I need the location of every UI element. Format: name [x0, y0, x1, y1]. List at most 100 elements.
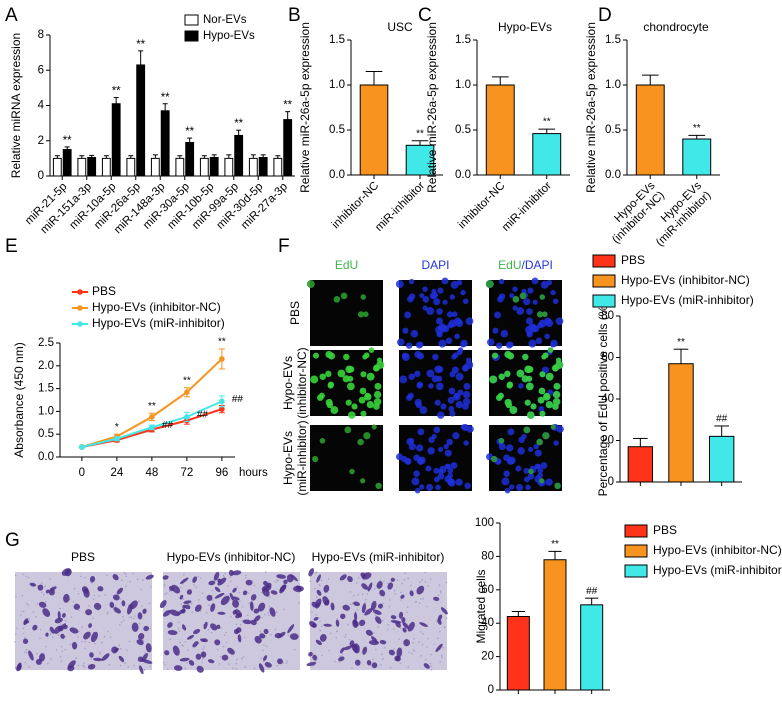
pore [374, 614, 377, 617]
pore [427, 585, 430, 587]
error-bar [411, 140, 429, 146]
edu-nucleus [541, 311, 548, 318]
nucleus [401, 353, 410, 362]
migrated-cell [200, 651, 207, 658]
migrated-cell [342, 604, 351, 611]
nucleus [552, 298, 559, 305]
error-bar [688, 134, 706, 139]
nucleus [427, 447, 435, 455]
migrated-cell [206, 594, 213, 601]
error-bar [103, 155, 109, 159]
image-title: Hypo-EVs (miR-inhibitor) [312, 550, 445, 564]
pore [27, 604, 30, 606]
migrated-cell [232, 587, 237, 593]
pore [136, 578, 139, 581]
y-tick-label: 60 [481, 584, 494, 596]
migrated-cell [323, 584, 330, 593]
migrated-cell [437, 614, 443, 621]
migrated-cell [142, 659, 153, 664]
micrograph [310, 424, 383, 491]
bar [668, 363, 694, 483]
migrated-cell [258, 663, 265, 673]
migrated-cell [366, 660, 372, 666]
y-tick-label: 2.5 [38, 337, 54, 349]
pore [328, 649, 331, 652]
pore [207, 628, 210, 631]
error-bar [128, 155, 134, 159]
pore [341, 652, 344, 655]
pore [125, 585, 127, 587]
pore [143, 669, 146, 671]
edu-nucleus [509, 406, 518, 414]
edu-nucleus [325, 350, 333, 359]
nucleus [531, 277, 539, 285]
pore [184, 667, 187, 670]
pore [404, 572, 406, 575]
y-tick-label: 20 [601, 435, 614, 447]
point [184, 414, 190, 420]
panel-letter: B [288, 5, 301, 26]
nucleus [507, 428, 515, 436]
nucleus [436, 331, 443, 338]
y-tick-label: 100 [475, 517, 494, 529]
migrated-cell [440, 607, 448, 615]
pore [127, 665, 130, 668]
nucleus [440, 403, 447, 410]
chart-title: Hypo-EVs [498, 20, 552, 34]
nucleus [395, 280, 404, 289]
pore [393, 648, 395, 651]
migrated-cell [131, 622, 139, 632]
nucleus [526, 308, 533, 315]
pore [406, 611, 408, 614]
nucleus [422, 296, 430, 303]
micrograph [395, 277, 474, 349]
migrated-cell [179, 594, 184, 600]
pore [418, 602, 421, 604]
pore [149, 585, 152, 588]
migrated-cell [361, 583, 369, 590]
edu-nucleus [330, 406, 339, 414]
migrated-cell [71, 641, 78, 650]
y-tick-label: 1.5 [605, 34, 621, 46]
nucleus [404, 311, 412, 319]
nucleus [445, 337, 453, 345]
migrated-cell [63, 593, 70, 603]
migrated-cell [279, 584, 287, 594]
bar [627, 446, 654, 483]
nucleus [555, 317, 564, 326]
pore [181, 583, 184, 585]
pore [287, 634, 290, 637]
pore [263, 644, 265, 646]
pore [222, 574, 225, 577]
edu-nucleus [545, 372, 554, 381]
pore [268, 605, 271, 608]
nucleus [433, 426, 441, 434]
pore [198, 598, 200, 601]
nucleus [431, 433, 437, 440]
bar [248, 157, 258, 177]
pore [348, 638, 351, 641]
nucleus [455, 400, 464, 409]
pore [191, 611, 194, 613]
nucleus [512, 286, 518, 292]
pore [22, 610, 25, 612]
edu-nucleus [522, 353, 529, 361]
pore [232, 667, 234, 669]
nucleus [411, 477, 420, 486]
significance: ## [162, 420, 174, 431]
migrated-cell [214, 586, 221, 593]
pore [134, 615, 136, 617]
migrated-cell [186, 589, 192, 595]
nucleus [447, 479, 456, 487]
pore [60, 645, 63, 648]
edu-nucleus [512, 296, 520, 303]
migrated-cell [235, 627, 242, 633]
nucleus [434, 399, 441, 406]
pore [132, 617, 135, 620]
pore [244, 666, 246, 669]
nucleus [408, 293, 416, 300]
migrated-cell [371, 662, 378, 669]
pore [109, 636, 112, 638]
pore [203, 646, 205, 648]
pore [439, 592, 442, 594]
